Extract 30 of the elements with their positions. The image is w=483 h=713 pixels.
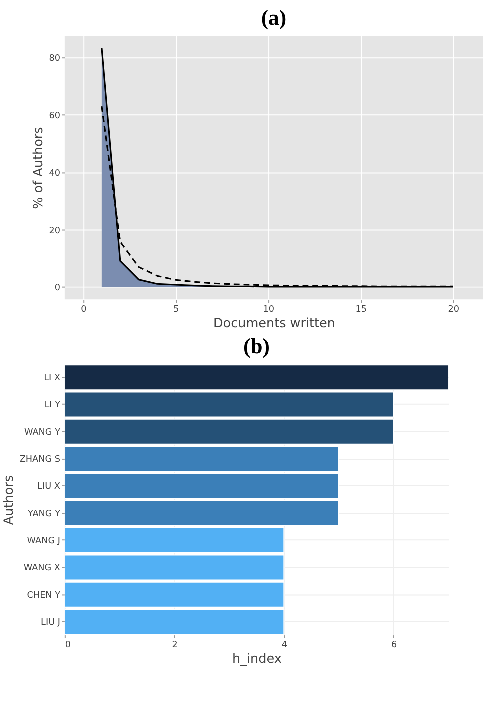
x-tick-label: 0 xyxy=(81,304,88,315)
chart-title: (b) xyxy=(244,334,270,359)
y-tick-label: WANG Y xyxy=(24,428,62,438)
y-tick-label: 40 xyxy=(49,168,61,179)
y-tick-label: LI Y xyxy=(44,400,62,411)
y-tick-label: YANG Y xyxy=(27,509,62,520)
x-tick-label: 10 xyxy=(263,304,275,315)
x-axis-title: Documents written xyxy=(213,316,336,332)
y-tick-label: LI X xyxy=(44,374,60,384)
y-tick-label: WANG J xyxy=(27,536,60,546)
y-tick-label: 20 xyxy=(49,226,61,236)
x-axis-title: h_index xyxy=(232,652,282,668)
x-tick-label: 2 xyxy=(172,640,178,650)
y-axis-title: % of Authors xyxy=(31,126,46,210)
y-tick-label: LIU J xyxy=(41,618,60,628)
y-tick-label: WANG X xyxy=(24,564,60,574)
y-tick-label: ZHANG S xyxy=(20,455,61,466)
y-axis-title: Authors xyxy=(2,475,17,526)
y-tick-label: 0 xyxy=(54,284,61,294)
chart-title: (a) xyxy=(261,6,287,30)
y-tick-label: 80 xyxy=(49,54,61,64)
x-tick-label: 15 xyxy=(356,304,368,315)
x-tick-label: 20 xyxy=(448,304,460,315)
x-tick-label: 4 xyxy=(282,640,288,650)
y-tick-label: 60 xyxy=(49,112,61,122)
y-tick-label: CHEN Y xyxy=(27,590,62,601)
x-tick-label: 5 xyxy=(174,304,180,315)
x-tick-label: 0 xyxy=(65,640,72,650)
x-tick-label: 6 xyxy=(391,640,398,650)
y-tick-label: LIU X xyxy=(38,482,60,492)
